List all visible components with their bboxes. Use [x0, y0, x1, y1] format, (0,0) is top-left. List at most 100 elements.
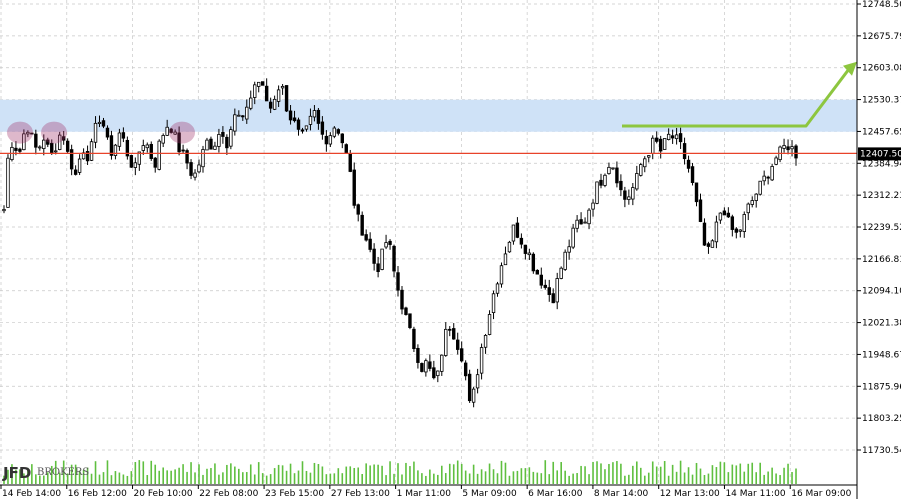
- y-tick-label: 12312.23: [862, 191, 901, 201]
- candle-body: [746, 203, 750, 214]
- candle-body: [368, 238, 372, 250]
- candle-body: [117, 132, 122, 147]
- candle-body: [615, 167, 619, 184]
- candle-body: [487, 314, 492, 335]
- candle-body: [412, 328, 416, 350]
- candle-body: [284, 85, 289, 112]
- candle-body: [698, 199, 703, 222]
- candle-body: [217, 134, 221, 147]
- candle-body: [559, 267, 563, 279]
- y-tick-label: 11948.67: [862, 350, 901, 360]
- candle-body: [607, 166, 611, 175]
- y-tick-label: 12021.38: [862, 319, 901, 329]
- y-tick-label: 12748.50: [862, 0, 901, 10]
- candle-body: [193, 172, 197, 178]
- candle-body: [463, 362, 468, 377]
- y-tick-label: 12603.08: [862, 64, 901, 74]
- candle-body: [257, 81, 261, 87]
- candle-body: [2, 208, 6, 212]
- candle-body: [324, 135, 329, 145]
- candle-body: [631, 187, 635, 200]
- x-tick-label: 16 Feb 12:00: [68, 489, 127, 499]
- candle-body: [690, 166, 695, 183]
- candle-body: [456, 339, 460, 350]
- candle-body: [344, 144, 348, 154]
- x-tick-label: 14 Feb 14:00: [2, 489, 61, 499]
- candle-body: [93, 122, 98, 143]
- candle-body: [173, 131, 177, 135]
- candle-body: [507, 241, 512, 253]
- x-tick-label: 20 Feb 10:00: [134, 489, 193, 499]
- candle-body: [479, 347, 484, 374]
- candle-body: [428, 361, 432, 369]
- candle-body: [603, 174, 607, 186]
- grid: [0, 0, 857, 485]
- candle-body: [420, 363, 424, 372]
- breakout-arrow-head: [843, 61, 857, 76]
- candle-body: [197, 164, 201, 173]
- candle-body: [149, 143, 153, 159]
- candle-body: [714, 221, 719, 243]
- x-tick-label: 8 Mar 14:00: [594, 489, 649, 499]
- candle-body: [432, 367, 436, 379]
- candle-body: [129, 155, 134, 168]
- candle-body: [571, 227, 575, 248]
- candle-body: [380, 248, 384, 270]
- candle-body: [655, 137, 659, 142]
- candle-body: [471, 388, 476, 403]
- candle-body: [201, 149, 205, 168]
- candle-body: [292, 117, 297, 122]
- candle-body: [89, 141, 94, 161]
- candle-body: [515, 222, 520, 238]
- y-tick-label: 12239.52: [862, 223, 901, 233]
- candle-body: [396, 272, 400, 291]
- candle-body: [276, 89, 281, 102]
- candles: [2, 78, 798, 408]
- candle-body: [436, 370, 440, 377]
- y-axis-ticks: 12748.50 12675.79 12603.08 12530.37 12457.65…: [857, 0, 901, 456]
- candle-body: [157, 140, 161, 170]
- candle-body: [551, 293, 555, 304]
- candle-body: [782, 145, 786, 149]
- y-tick-label: 12384.94: [862, 159, 901, 169]
- candle-body: [770, 166, 774, 181]
- candle-body: [495, 283, 500, 294]
- y-tick-label: 11803.25: [862, 414, 901, 424]
- candle-body: [651, 137, 655, 154]
- candle-body: [678, 133, 683, 143]
- candle-body: [165, 126, 169, 136]
- candle-body: [682, 143, 687, 160]
- candle-body: [225, 136, 229, 149]
- candle-body: [85, 150, 90, 162]
- candle-body: [694, 182, 699, 203]
- candle-body: [555, 278, 559, 303]
- candle-body: [567, 246, 571, 253]
- candle-body: [611, 167, 615, 170]
- candle-body: [320, 121, 325, 135]
- candle-body: [670, 135, 675, 139]
- candle-body: [237, 114, 241, 117]
- candle-body: [635, 173, 639, 190]
- candle-body: [523, 244, 528, 254]
- candle-body: [483, 335, 488, 348]
- candle-body: [519, 237, 524, 245]
- candle-body: [205, 139, 209, 151]
- candle-body: [762, 175, 766, 182]
- candle-body: [177, 132, 181, 153]
- x-tick-label: 23 Feb 15:00: [265, 489, 324, 499]
- candle-body: [742, 214, 746, 232]
- candle-body: [288, 110, 293, 121]
- candle-body: [686, 159, 691, 169]
- candle-body: [328, 135, 333, 145]
- candle-body: [348, 153, 352, 172]
- candle-body: [440, 354, 444, 372]
- candle-body: [491, 293, 496, 314]
- candle-body: [459, 348, 464, 362]
- y-tick-label: 12457.65: [862, 127, 901, 137]
- breakout-arrow-line: [622, 66, 852, 128]
- candle-body: [774, 157, 778, 165]
- y-tick-label: 12166.81: [862, 255, 901, 265]
- candle-body: [424, 360, 428, 373]
- candle-body: [758, 180, 762, 195]
